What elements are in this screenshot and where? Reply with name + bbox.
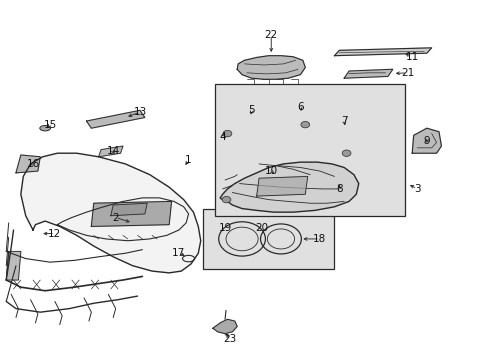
Text: 7: 7 (340, 116, 347, 126)
Text: 5: 5 (248, 105, 255, 115)
Polygon shape (86, 111, 144, 128)
Text: 23: 23 (223, 334, 236, 344)
Polygon shape (237, 56, 305, 79)
Bar (215, 84, 404, 216)
Text: 22: 22 (264, 30, 277, 40)
Text: 15: 15 (43, 120, 57, 130)
Text: 1: 1 (185, 156, 191, 165)
Polygon shape (212, 319, 237, 334)
Polygon shape (256, 176, 307, 196)
Text: 12: 12 (48, 229, 61, 239)
Polygon shape (411, 128, 441, 153)
Text: 3: 3 (413, 184, 420, 194)
Polygon shape (6, 251, 21, 280)
Text: 19: 19 (218, 223, 231, 233)
Circle shape (342, 150, 350, 157)
Circle shape (223, 130, 231, 137)
Text: 6: 6 (297, 102, 303, 112)
Polygon shape (334, 48, 431, 56)
Text: 8: 8 (335, 184, 342, 194)
Circle shape (222, 197, 230, 203)
Text: 20: 20 (254, 223, 267, 233)
Text: 18: 18 (313, 234, 326, 244)
Polygon shape (21, 153, 201, 273)
Text: 13: 13 (133, 107, 146, 117)
Text: 14: 14 (106, 147, 120, 157)
Text: 16: 16 (26, 159, 40, 169)
Text: 10: 10 (264, 166, 277, 176)
Polygon shape (111, 203, 147, 216)
Text: 4: 4 (219, 132, 225, 142)
Polygon shape (99, 146, 122, 157)
Bar (203, 208, 334, 269)
Polygon shape (91, 202, 171, 226)
Ellipse shape (40, 126, 50, 131)
Polygon shape (220, 162, 358, 212)
Text: 11: 11 (405, 52, 418, 62)
Circle shape (300, 121, 309, 128)
Polygon shape (16, 155, 40, 173)
Text: 21: 21 (400, 68, 413, 78)
Text: 9: 9 (423, 136, 429, 146)
Text: 17: 17 (172, 248, 185, 258)
Text: 2: 2 (112, 212, 119, 222)
Polygon shape (344, 69, 392, 78)
